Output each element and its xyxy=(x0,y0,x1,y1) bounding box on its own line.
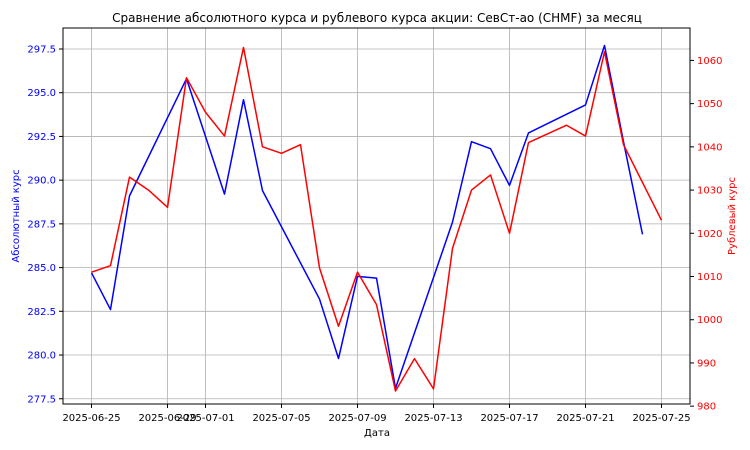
grid xyxy=(63,28,690,404)
plot-frame xyxy=(62,27,691,405)
y-right-tick-label: 1040 xyxy=(697,142,722,153)
y-right-tick-label: 1020 xyxy=(697,229,722,240)
y-left-tick-label: 280.0 xyxy=(27,351,56,362)
x-tick-label: 2025-06-29 xyxy=(138,413,196,424)
y-axis-left-label: Абсолютный курс xyxy=(11,169,22,262)
y-right-tick-label: 1050 xyxy=(697,99,722,110)
y-right-tick-label: 990 xyxy=(697,358,716,369)
series-line-ruble xyxy=(91,46,663,392)
x-tick-label: 2025-07-01 xyxy=(176,413,234,424)
x-tick-label: 2025-07-13 xyxy=(404,413,462,424)
y-left-tick-label: 282.5 xyxy=(27,307,56,318)
y-left-tick-label: 277.5 xyxy=(27,394,56,405)
x-tick-label: 2025-07-09 xyxy=(328,413,386,424)
y-right-tick-label: 1010 xyxy=(697,272,722,283)
x-axis-label: Дата xyxy=(364,428,390,439)
x-tick-label: 2025-06-25 xyxy=(62,413,120,424)
chart-title: Сравнение абсолютного курса и рублевого … xyxy=(112,11,642,25)
series-lines xyxy=(90,44,663,392)
x-tick-label: 2025-07-05 xyxy=(252,413,310,424)
y-left-tick-label: 292.5 xyxy=(27,132,56,143)
y-right-tick-label: 980 xyxy=(697,402,716,413)
y-left-tick-label: 297.5 xyxy=(27,44,56,55)
x-tick-label: 2025-07-21 xyxy=(556,413,614,424)
x-tick-label: 2025-07-17 xyxy=(480,413,538,424)
y-left-tick-label: 290.0 xyxy=(27,176,56,187)
y-left-tick-label: 285.0 xyxy=(27,263,56,274)
series-line-absolute xyxy=(90,44,644,390)
y-axis-right: 980 990 1000 1010 1020 1030 1040 1050 1060 xyxy=(690,56,722,413)
y-left-tick-label: 295.0 xyxy=(27,88,56,99)
y-right-tick-label: 1060 xyxy=(697,56,722,67)
y-right-tick-label: 1000 xyxy=(697,315,722,326)
y-axis-left: 277.5 280.0 282.5 285.0 287.5 290.0 292.5 295.0… xyxy=(27,44,63,405)
y-axis-right-label: Рублевый курс xyxy=(727,177,738,255)
y-right-tick-label: 1030 xyxy=(697,186,722,197)
x-tick-label: 2025-07-25 xyxy=(632,413,690,424)
y-left-tick-label: 287.5 xyxy=(27,219,56,230)
